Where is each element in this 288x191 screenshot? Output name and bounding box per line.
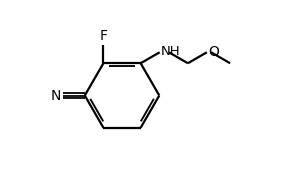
Text: N: N <box>51 88 61 103</box>
Text: O: O <box>208 45 219 59</box>
Text: F: F <box>99 29 107 43</box>
Text: NH: NH <box>161 45 181 58</box>
